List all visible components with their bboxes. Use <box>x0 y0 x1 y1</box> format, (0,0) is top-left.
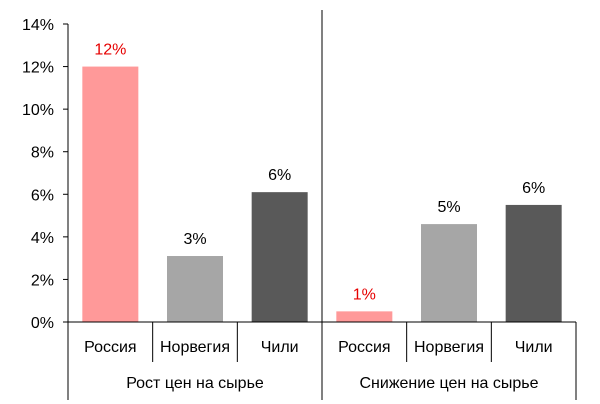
data-label-0-2: 6% <box>268 167 291 184</box>
bar-0-2 <box>251 192 308 322</box>
data-label-1-2: 6% <box>522 180 545 197</box>
y-tick-label: 6% <box>31 187 54 204</box>
bar-0-1 <box>167 256 223 322</box>
group-label-1: Снижение цен на сырье <box>359 375 538 392</box>
bar-1-1 <box>421 224 477 322</box>
category-label-0-1: Норвегия <box>160 339 230 356</box>
category-label-1-1: Норвегия <box>414 339 484 356</box>
y-tick-label: 8% <box>31 145 54 162</box>
category-label-1-2: Чили <box>515 339 553 356</box>
x-axis: Россия Норвегия Чили Рост цен на сырье Росси… <box>67 10 577 400</box>
bars <box>82 66 562 322</box>
bar-1-2 <box>505 204 562 322</box>
y-tick-label: 2% <box>31 272 54 289</box>
category-label-0-2: Чили <box>261 339 299 356</box>
data-label-0-1: 3% <box>183 231 206 248</box>
bar-1-0 <box>336 311 393 322</box>
category-label-0-0: Россия <box>84 339 136 356</box>
data-labels: 12% 3% 6% 1% 5% 6% <box>94 42 545 304</box>
data-label-1-1: 5% <box>437 199 460 216</box>
y-axis: 0% 2% 4% 6% 8% 10% 12% 14% <box>22 17 69 332</box>
y-tick-label: 10% <box>22 102 54 119</box>
data-label-1-0: 1% <box>353 286 376 303</box>
y-tick-label: 12% <box>22 60 54 77</box>
bar-0-0 <box>82 66 139 322</box>
y-tick-label: 14% <box>22 17 54 34</box>
y-tick-label: 4% <box>31 230 54 247</box>
y-tick-label: 0% <box>31 315 54 332</box>
group-label-0: Рост цен на сырье <box>126 375 264 392</box>
category-label-1-0: Россия <box>338 339 390 356</box>
data-label-0-0: 12% <box>94 42 126 59</box>
